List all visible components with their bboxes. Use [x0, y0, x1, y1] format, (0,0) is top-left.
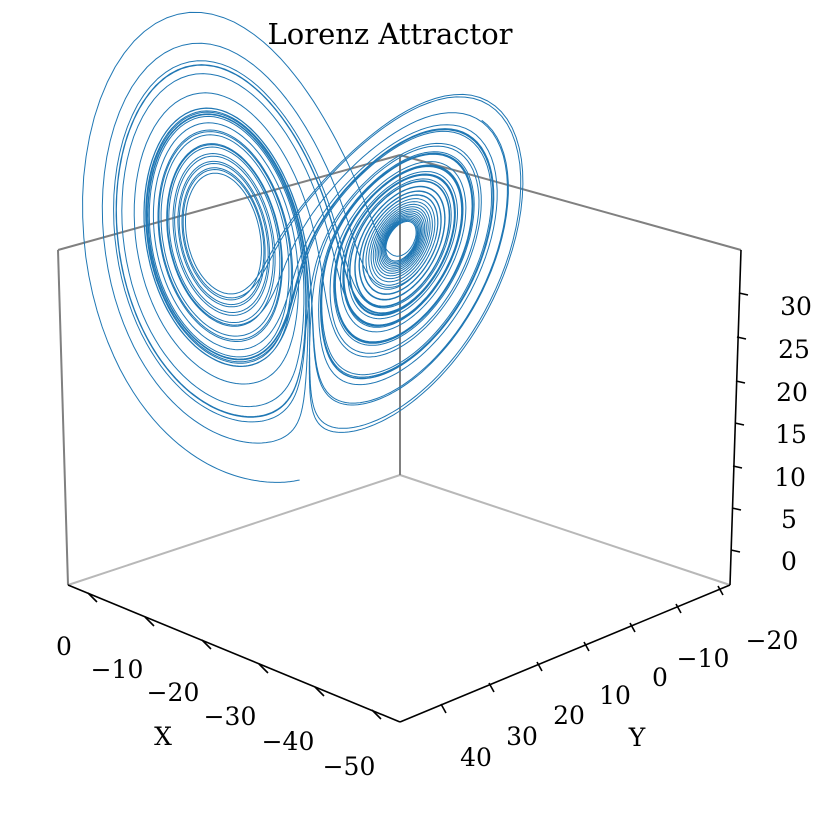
z-tick-label: 5 [781, 505, 797, 534]
y-tick-mark [536, 661, 543, 672]
x-tick-mark [144, 616, 155, 627]
x-tick-label: −20 [147, 678, 200, 707]
y-axis-label: Y [628, 723, 646, 752]
y-tick-label: 10 [599, 681, 631, 710]
z-tick-mark [732, 465, 743, 469]
y-tick-label: −20 [746, 626, 799, 655]
x-tick-mark [314, 686, 325, 697]
z-tick-label: 25 [778, 335, 810, 364]
top-right-edge [399, 154, 742, 251]
x-tick-mark [258, 663, 269, 674]
x-tick-labels: 0 −10 −20 −30 −40 −50 [56, 632, 375, 781]
y-tick-mark [583, 641, 590, 652]
z-tick-label: 15 [775, 420, 807, 449]
z-tick-mark [735, 380, 746, 384]
x-tick-mark [371, 709, 382, 720]
y-tick-label: 20 [553, 701, 585, 730]
y-tick-mark [675, 603, 682, 614]
z-tick-mark [730, 549, 741, 553]
z-tick-label: 10 [774, 463, 806, 492]
z-tick-mark [736, 336, 747, 340]
y-tick-label: −10 [677, 644, 730, 673]
floor-edge-left [67, 474, 401, 586]
x-tick-label: −40 [262, 727, 315, 756]
z-tick-mark [734, 422, 745, 426]
x-tick-label: −50 [323, 752, 376, 781]
y-tick-mark [717, 585, 724, 596]
x-axis-ticks [87, 592, 382, 720]
y-tick-label: 40 [460, 743, 492, 772]
x-axis-label: X [154, 722, 172, 751]
z-tick-label: 30 [780, 292, 812, 321]
y-tick-label: 0 [652, 663, 668, 692]
floor-edge-right [399, 474, 731, 586]
x-axis-line [67, 584, 401, 723]
z-tick-label: 20 [776, 378, 808, 407]
z-axis-line [729, 249, 742, 586]
y-axis-line [399, 584, 731, 723]
y-axis-ticks [440, 585, 724, 714]
z-tick-mark [738, 292, 749, 296]
x-tick-mark [201, 639, 212, 650]
y-tick-mark [629, 622, 636, 633]
y-tick-labels: 40 30 20 10 0 −10 −20 [460, 626, 798, 772]
z-tick-labels: 0 5 10 15 20 25 30 [774, 292, 812, 576]
x-tick-mark [87, 592, 98, 603]
y-tick-mark [488, 682, 495, 693]
x-tick-label: 0 [56, 632, 72, 661]
left-vertical-edge [57, 249, 69, 586]
y-tick-mark [440, 703, 447, 714]
z-axis-ticks [730, 292, 749, 553]
chart-title: Lorenz Attractor [267, 17, 512, 51]
lorenz-trajectory-line [82, 11, 524, 483]
y-tick-label: 30 [506, 722, 538, 751]
x-tick-label: −10 [91, 655, 144, 684]
x-tick-label: −30 [204, 702, 257, 731]
z-tick-label: 0 [781, 547, 797, 576]
z-tick-mark [731, 507, 742, 511]
